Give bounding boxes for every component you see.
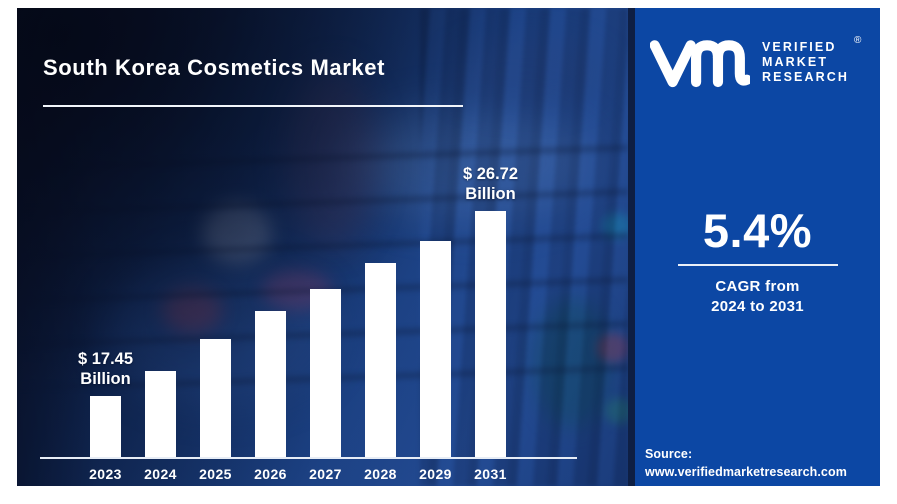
bar-chart: 2023 $ 17.45 Billion 2024 2025 2026 2027 2028 20… bbox=[17, 8, 628, 486]
bar-2027 bbox=[310, 289, 341, 457]
year-label-2024: 2024 bbox=[144, 466, 177, 482]
year-label-2029: 2029 bbox=[419, 466, 452, 482]
logo-line-verified: VERIFIED bbox=[762, 40, 837, 54]
bar-cell-2023: 2023 $ 17.45 Billion bbox=[78, 350, 133, 482]
bar-2026 bbox=[255, 311, 286, 457]
bar-cell-2027: 2027 bbox=[309, 289, 341, 482]
year-label-2027: 2027 bbox=[309, 466, 342, 482]
value-annotation-2023: $ 17.45 Billion bbox=[77, 349, 134, 388]
logo-wordmark: VERIFIED MARKET RESEARCH bbox=[762, 40, 849, 85]
info-panel: VERIFIED MARKET RESEARCH ® 5.4% CAGR fro… bbox=[635, 8, 880, 486]
bar-2029 bbox=[420, 241, 451, 457]
bar-cell-2025: 2025 bbox=[199, 339, 231, 482]
bar-2025 bbox=[200, 339, 231, 457]
page-title: South Korea Cosmetics Market bbox=[43, 55, 385, 80]
chart-panel: South Korea Cosmetics Market 2023 $ 17.45… bbox=[17, 8, 628, 486]
value-annotation-2031: $ 26.72 Billion bbox=[462, 164, 519, 203]
bar-2031 bbox=[475, 211, 506, 457]
bar-cell-2031: 2031 $ 26.72 Billion bbox=[463, 165, 518, 482]
year-label-2023: 2023 bbox=[89, 466, 122, 482]
title-underline bbox=[43, 105, 463, 107]
cagr-caption-line2: 2024 to 2031 bbox=[711, 298, 804, 316]
store-photo-background bbox=[17, 8, 628, 486]
vmr-monogram-icon bbox=[650, 40, 750, 88]
cagr-divider-line bbox=[677, 264, 838, 266]
source-url: www.verifiedmarketresearch.com bbox=[645, 464, 847, 479]
year-label-2026: 2026 bbox=[254, 466, 287, 482]
logo-line-research: RESEARCH bbox=[762, 70, 849, 84]
bar-cell-2029: 2029 bbox=[419, 241, 451, 482]
source-block: Source: www.verifiedmarketresearch.com bbox=[645, 446, 847, 481]
logo-line-market: MARKET bbox=[762, 55, 829, 69]
source-label: Source: bbox=[645, 447, 693, 461]
vmr-logo: VERIFIED MARKET RESEARCH ® bbox=[650, 33, 870, 93]
bar-cell-2024: 2024 bbox=[144, 371, 176, 482]
panel-divider bbox=[628, 8, 635, 486]
bar-2023 bbox=[90, 396, 121, 457]
bar-cell-2026: 2026 bbox=[254, 311, 286, 482]
cagr-value: 5.4% bbox=[702, 204, 813, 257]
year-label-2028: 2028 bbox=[364, 466, 397, 482]
bar-2024 bbox=[145, 371, 176, 457]
registered-trademark-icon: ® bbox=[854, 35, 862, 46]
year-label-2025: 2025 bbox=[199, 466, 232, 482]
bar-2028 bbox=[365, 263, 396, 457]
year-label-2031: 2031 bbox=[474, 466, 507, 482]
bar-cell-2028: 2028 bbox=[364, 263, 396, 482]
cagr-caption-line1: CAGR from bbox=[715, 278, 800, 295]
cagr-block: 5.4% CAGR from 2024 to 2031 bbox=[635, 207, 880, 318]
bars-container: 2023 $ 17.45 Billion 2024 2025 2026 2027 2028 20… bbox=[78, 165, 518, 482]
x-axis-line bbox=[40, 457, 577, 459]
